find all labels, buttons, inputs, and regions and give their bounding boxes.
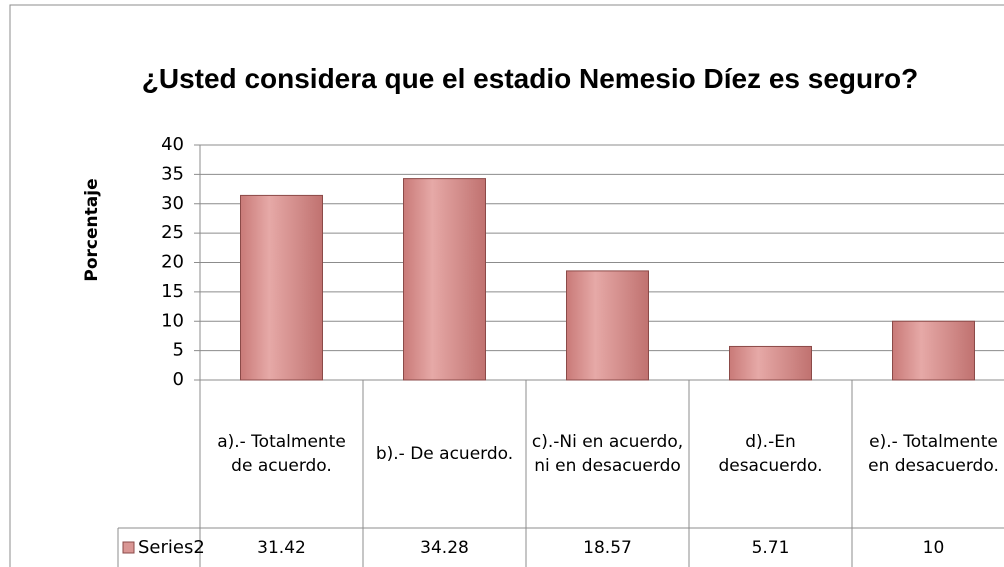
chart-frame xyxy=(9,4,1004,567)
table-value: 10 xyxy=(922,537,945,558)
category-label: c).-Ni en acuerdo, ni en desacuerdo xyxy=(531,432,684,476)
y-tick-label: 40 xyxy=(161,134,184,155)
bar xyxy=(729,345,812,381)
y-tick-label: 20 xyxy=(161,252,184,273)
y-tick-label: 0 xyxy=(173,369,184,390)
table-value: 5.71 xyxy=(751,537,790,558)
table-value: 31.42 xyxy=(257,537,306,558)
table-value-box: 34.28 xyxy=(420,537,469,558)
category-label-box: c).-Ni en acuerdo, ni en desacuerdo xyxy=(531,432,684,476)
y-tick-label: 10 xyxy=(161,310,184,331)
category-label-box: b).- De acuerdo. xyxy=(375,444,514,464)
table-value: 18.57 xyxy=(583,537,632,558)
category-label-box: a).- Totalmente de acuerdo. xyxy=(217,432,346,476)
category-label: d).-En desacuerdo. xyxy=(718,432,823,476)
table-value: 34.28 xyxy=(420,537,469,558)
category-label-box: e).- Totalmente en desacuerdo. xyxy=(868,432,999,476)
table-value-box: 5.71 xyxy=(751,537,790,558)
table-value-box: 10 xyxy=(922,537,945,558)
category-label: a).- Totalmente de acuerdo. xyxy=(217,432,346,476)
table-value-box: 18.57 xyxy=(583,537,632,558)
chart-title-box: ¿Usted considera que el estadio Nemesio … xyxy=(141,63,919,94)
y-tick-label: 30 xyxy=(161,193,184,214)
table-value-box: 31.42 xyxy=(257,537,306,558)
bar xyxy=(240,194,323,381)
y-tick-label: 15 xyxy=(161,281,184,302)
legend-swatch xyxy=(122,541,135,554)
y-tick-label: 25 xyxy=(161,222,184,243)
chart-title: ¿Usted considera que el estadio Nemesio … xyxy=(141,63,919,94)
bar xyxy=(566,270,649,381)
bar xyxy=(403,178,486,381)
category-label: e).- Totalmente en desacuerdo. xyxy=(868,432,999,476)
y-axis-label: Porcentaje xyxy=(82,178,102,281)
legend-label: Series2 xyxy=(138,537,205,558)
y-tick-label: 35 xyxy=(161,163,184,184)
y-tick-label: 5 xyxy=(173,340,184,361)
category-label: b).- De acuerdo. xyxy=(375,444,514,464)
bar xyxy=(892,320,975,381)
category-label-box: d).-En desacuerdo. xyxy=(718,432,823,476)
